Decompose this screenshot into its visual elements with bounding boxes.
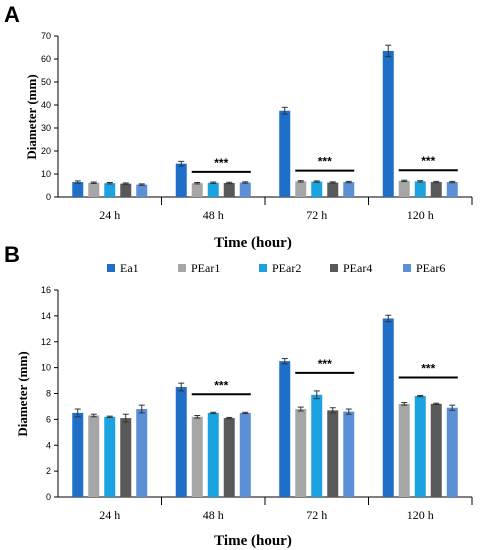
chart-a-y-tick-label: 60: [41, 54, 51, 64]
chart-b-bar-pear6: [239, 412, 251, 497]
chart-a-bar-pear4: [430, 182, 442, 197]
chart-a-significance-label: ***: [421, 154, 435, 168]
chart-b-y-tick-label: 2: [46, 466, 51, 476]
legend: Ea1 PEar1 PEar2 PEar4 PEar6: [107, 261, 445, 275]
chart-b-x-axis-title: Time (hour): [214, 533, 292, 549]
chart-a-x-category-label: 48 h: [203, 208, 224, 222]
chart-a-bar-pear4: [223, 182, 235, 197]
chart-a-bar-pear1: [191, 183, 203, 197]
chart-a-bar-pear4: [120, 183, 132, 197]
chart-b-bar-pear2: [104, 416, 116, 497]
chart-b: 0 2 4 6 8 10 12 14 16 24 h 48 h 72 h 120 h *** *** ***: [41, 285, 473, 522]
chart-a-bar-ea1: [279, 110, 291, 197]
chart-a-bar-pear6: [446, 182, 458, 197]
chart-a-y-tick-label: 70: [41, 31, 51, 41]
legend-label-pear6: PEar6: [416, 261, 445, 275]
chart-b-bar-pear4: [120, 418, 132, 497]
chart-a-y-tick-label: 10: [41, 169, 51, 179]
chart-b-bar-pear2: [207, 412, 219, 497]
chart-a-bar-pear1: [398, 180, 410, 197]
chart-b-bar-pear2: [311, 394, 323, 497]
chart-a-bar-pear1: [295, 181, 307, 197]
chart-a-bar-pear6: [239, 182, 251, 197]
chart-b-y-tick-label: 10: [41, 363, 51, 373]
chart-a-x-axis-title: Time (hour): [214, 235, 292, 251]
chart-a-x-category-label: 24 h: [99, 208, 120, 222]
chart-b-bar-ea1: [72, 412, 84, 497]
chart-a-y-tick-label: 30: [41, 123, 51, 133]
chart-a-y-axis-title: Diameter (mm): [24, 74, 39, 159]
chart-b-significance-label: ***: [318, 357, 332, 371]
chart-b-bar-pear2: [414, 396, 426, 497]
chart-b-y-tick-label: 16: [41, 285, 51, 295]
legend-swatch-pear2: [259, 264, 267, 272]
chart-a-bar-pear6: [343, 182, 355, 197]
legend-swatch-pear1: [178, 264, 186, 272]
chart-a-bar-ea1: [382, 50, 394, 198]
chart-b-bar-pear4: [327, 410, 339, 497]
chart-b-bar-pear6: [136, 409, 148, 497]
chart-a-bar-pear6: [136, 184, 148, 197]
chart-a: 0 10 20 30 40 50 60 70 24 h 48 h 72 h 120 h *** *** **…: [41, 31, 473, 222]
chart-b-bar-pear4: [430, 403, 442, 497]
chart-b-bar-ea1: [279, 361, 291, 497]
chart-b-bar-pear1: [191, 416, 203, 497]
chart-b-bar-pear1: [398, 403, 410, 497]
chart-b-bar-ea1: [382, 318, 394, 497]
chart-b-significance-label: ***: [421, 361, 435, 375]
chart-b-bar-pear4: [223, 418, 235, 497]
chart-a-bar-pear2: [207, 182, 219, 197]
chart-b-y-tick-label: 12: [41, 337, 51, 347]
chart-a-y-tick-label: 0: [46, 192, 51, 202]
chart-a-y-tick-label: 20: [41, 146, 51, 156]
chart-b-bar-pear6: [446, 407, 458, 497]
chart-a-bar-pear4: [327, 182, 339, 197]
chart-a-bar-pear2: [414, 181, 426, 197]
chart-b-bar-pear6: [343, 411, 355, 497]
legend-swatch-pear6: [403, 264, 411, 272]
chart-b-x-category-label: 48 h: [203, 508, 224, 522]
chart-b-bar-pear1: [88, 415, 100, 497]
chart-b-y-tick-label: 6: [46, 414, 51, 424]
panel-a-letter: A: [4, 2, 20, 27]
chart-b-x-category-label: 72 h: [306, 508, 327, 522]
chart-a-significance-label: ***: [318, 155, 332, 169]
chart-a-bar-pear2: [104, 183, 116, 197]
chart-a-x-category-label: 72 h: [306, 208, 327, 222]
legend-label-pear2: PEar2: [272, 261, 301, 275]
legend-swatch-ea1: [107, 264, 115, 272]
legend-swatch-pear4: [330, 264, 338, 272]
chart-a-y-tick-label: 40: [41, 100, 51, 110]
chart-b-y-tick-label: 0: [46, 492, 51, 502]
chart-b-y-axis-title: Diameter (mm): [15, 351, 30, 436]
chart-a-bar-ea1: [175, 163, 187, 197]
chart-b-x-category-label: 24 h: [99, 508, 120, 522]
chart-a-bar-pear2: [311, 181, 323, 197]
legend-label-ea1: Ea1: [120, 261, 139, 275]
chart-a-bar-pear1: [88, 182, 100, 197]
legend-label-pear4: PEar4: [343, 261, 372, 275]
chart-a-significance-label: ***: [214, 156, 228, 170]
panel-b-letter: B: [4, 242, 20, 267]
chart-b-y-tick-label: 14: [41, 311, 51, 321]
chart-b-bar-ea1: [175, 387, 187, 497]
chart-b-bar-pear1: [295, 409, 307, 497]
chart-a-x-category-label: 120 h: [407, 208, 434, 222]
chart-a-y-tick-label: 50: [41, 77, 51, 87]
chart-a-bar-ea1: [72, 182, 84, 197]
chart-b-y-tick-label: 8: [46, 389, 51, 399]
legend-label-pear1: PEar1: [191, 261, 220, 275]
chart-b-significance-label: ***: [214, 378, 228, 392]
chart-b-y-tick-label: 4: [46, 440, 51, 450]
chart-b-x-category-label: 120 h: [407, 508, 434, 522]
